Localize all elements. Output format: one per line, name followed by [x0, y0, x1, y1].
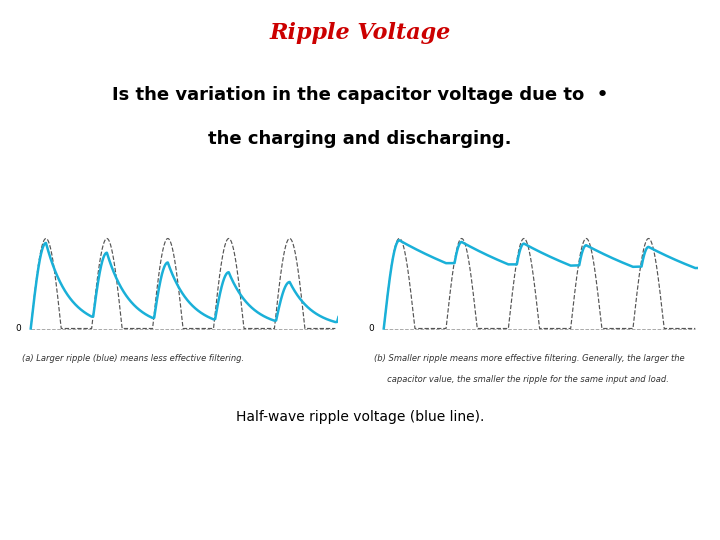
Text: Is the variation in the capacitor voltage due to  •: Is the variation in the capacitor voltag… — [112, 86, 608, 104]
Text: capacitor value, the smaller the ripple for the same input and load.: capacitor value, the smaller the ripple … — [374, 375, 670, 384]
Text: (b) Smaller ripple means more effective filtering. Generally, the larger the: (b) Smaller ripple means more effective … — [374, 354, 685, 363]
Text: (a) Larger ripple (blue) means less effective filtering.: (a) Larger ripple (blue) means less effe… — [22, 354, 244, 363]
Text: Ripple Voltage: Ripple Voltage — [269, 22, 451, 44]
Text: 0: 0 — [16, 324, 22, 333]
Text: Half-wave ripple voltage (blue line).: Half-wave ripple voltage (blue line). — [236, 410, 484, 424]
Text: 0: 0 — [369, 324, 374, 333]
Text: the charging and discharging.: the charging and discharging. — [208, 130, 512, 147]
